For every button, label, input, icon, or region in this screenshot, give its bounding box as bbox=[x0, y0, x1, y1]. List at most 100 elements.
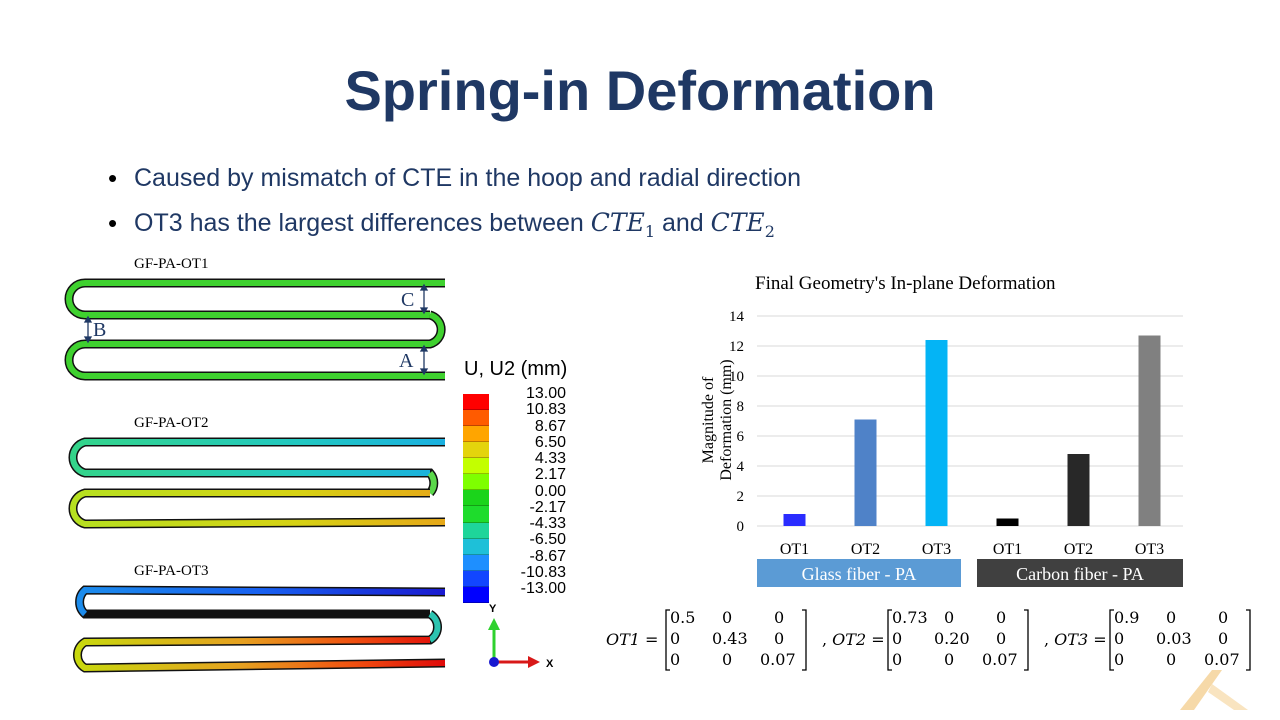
dimension-label-c: C bbox=[401, 289, 415, 311]
bullet-text: Caused by mismatch of CTE in the hoop an… bbox=[134, 164, 802, 192]
specimen-ot2 bbox=[68, 437, 446, 529]
x-category-label: OT1 bbox=[993, 541, 1022, 555]
matrix-cell: 0 bbox=[1166, 650, 1177, 669]
specimen-label-ot3: GF-PA-OT3 bbox=[134, 563, 209, 579]
legend-value: 2.17 bbox=[534, 466, 566, 484]
contour-legend-swatches bbox=[463, 394, 489, 603]
matrix-brackets bbox=[665, 609, 807, 671]
legend-swatch bbox=[463, 410, 489, 427]
y-tick-label: 8 bbox=[737, 399, 745, 415]
matrix-cell: 0 bbox=[722, 608, 733, 627]
group-label-glass-fiber: Glass fiber - PA bbox=[757, 559, 961, 587]
matrix-cell: 0 bbox=[774, 629, 785, 648]
matrix-cell: 0 bbox=[892, 650, 903, 669]
matrix-cell: 0 bbox=[944, 650, 955, 669]
matrix-cell: 0 bbox=[996, 629, 1007, 648]
legend-value: 6.50 bbox=[534, 433, 566, 451]
legend-value: -2.17 bbox=[529, 498, 566, 516]
dimension-arrows bbox=[83, 283, 429, 376]
y-tick-label: 0 bbox=[737, 519, 745, 535]
bar bbox=[783, 514, 806, 526]
matrix-cell: 0 bbox=[670, 650, 681, 669]
bullet-item: OT3 has the largest differences between … bbox=[108, 205, 801, 250]
matrix-equation-label: , OT3 = bbox=[1044, 630, 1107, 649]
legend-swatch bbox=[463, 394, 489, 411]
axis-y-label: Y bbox=[489, 603, 497, 615]
specimen-ot3 bbox=[73, 585, 446, 673]
matrix-cell: 0 bbox=[892, 629, 903, 648]
matrix-cell: 0.07 bbox=[982, 650, 1018, 669]
group-label-carbon-fiber: Carbon fiber - PA bbox=[977, 559, 1183, 587]
legend-swatch bbox=[463, 458, 489, 475]
bullet-text: OT3 has the largest differences between bbox=[134, 209, 591, 237]
cte1-symbol: CTE1 bbox=[590, 208, 656, 241]
x-category-label: OT2 bbox=[851, 541, 880, 555]
y-tick-label: 10 bbox=[730, 369, 744, 385]
legend-swatch bbox=[463, 426, 489, 443]
legend-swatch bbox=[463, 522, 489, 539]
contour-legend-title: U, U2 (mm) bbox=[464, 358, 568, 380]
matrix-cell: 0.07 bbox=[760, 650, 796, 669]
logo-watermark bbox=[1180, 670, 1248, 710]
matrix-cell: 0.07 bbox=[1204, 650, 1240, 669]
specimen-label-ot2: GF-PA-OT2 bbox=[134, 415, 209, 431]
bullet-list: Caused by mismatch of CTE in the hoop an… bbox=[108, 160, 801, 250]
legend-value: -8.67 bbox=[529, 547, 566, 565]
bullet-item: Caused by mismatch of CTE in the hoop an… bbox=[108, 160, 801, 205]
bar bbox=[1067, 454, 1090, 526]
legend-value: 10.83 bbox=[525, 401, 566, 419]
matrix-cell: 0.20 bbox=[934, 629, 970, 648]
legend-value: -4.33 bbox=[529, 515, 566, 532]
matrix-cell: 0 bbox=[722, 650, 733, 669]
bar bbox=[925, 340, 948, 526]
specimen-label-ot1: GF-PA-OT1 bbox=[134, 256, 209, 272]
matrix-cell: 0 bbox=[1166, 608, 1177, 627]
legend-value: 13.00 bbox=[525, 385, 566, 402]
y-tick-label: 4 bbox=[737, 459, 745, 475]
y-tick-label: 12 bbox=[730, 339, 744, 355]
x-category-label: OT1 bbox=[780, 541, 809, 555]
matrix-equation-label: , OT2 = bbox=[822, 630, 885, 649]
legend-swatch bbox=[463, 570, 489, 587]
legend-value: 0.00 bbox=[534, 482, 566, 500]
matrix-cell: 0 bbox=[944, 608, 955, 627]
y-tick-label: 6 bbox=[737, 429, 745, 445]
matrix: 0.5 0 0 0 0.43 0 0 0 0.07 bbox=[664, 608, 816, 672]
legend-swatch bbox=[463, 506, 489, 523]
matrix-cell: 0.5 bbox=[670, 608, 696, 627]
matrix-cell: 0 bbox=[1114, 629, 1125, 648]
matrix-cell: 0.73 bbox=[892, 608, 928, 627]
legend-value: 4.33 bbox=[534, 450, 566, 467]
legend-value: -13.00 bbox=[520, 580, 566, 598]
matrix-cell: 0.03 bbox=[1156, 629, 1192, 648]
matrix-cell: 0 bbox=[1114, 650, 1125, 669]
coordinate-triad bbox=[488, 618, 540, 668]
matrix-brackets bbox=[1109, 609, 1251, 671]
matrix-cell: 0 bbox=[1218, 629, 1229, 648]
cte2-symbol: CTE2 bbox=[710, 208, 775, 241]
y-tick-label: 2 bbox=[737, 489, 745, 505]
matrix-cell: 0.9 bbox=[1114, 608, 1140, 627]
matrix-brackets bbox=[887, 609, 1029, 671]
bullet-text-mid: and bbox=[655, 209, 711, 237]
x-category-label: OT3 bbox=[922, 541, 951, 555]
legend-value: 8.67 bbox=[534, 417, 566, 435]
x-category-label: OT2 bbox=[1064, 541, 1093, 555]
dimension-label-b: B bbox=[93, 319, 107, 341]
bar-chart: 0 2 4 6 8 10 12 14 OT1 OT2 OT3 OT1 OT2 OT3 bbox=[730, 309, 1183, 555]
matrix-cell: 0 bbox=[1218, 608, 1229, 627]
bar bbox=[1138, 335, 1161, 526]
matrix: 0.9 0 0 0 0.03 0 0 0 0.07 bbox=[1108, 608, 1260, 672]
matrix-cell: 0 bbox=[774, 608, 785, 627]
specimen-ot1 bbox=[64, 278, 446, 381]
matrix-equation-label: OT1 = bbox=[606, 630, 659, 649]
dimension-label-a: A bbox=[399, 350, 414, 372]
y-tick-label: 14 bbox=[730, 309, 745, 325]
x-category-label: OT3 bbox=[1135, 541, 1164, 555]
bar bbox=[996, 518, 1019, 526]
legend-value: -6.50 bbox=[529, 531, 566, 549]
legend-value: -10.83 bbox=[520, 563, 566, 581]
legend-swatch bbox=[463, 586, 489, 603]
specimen-deformation-figure bbox=[64, 278, 446, 673]
legend-swatch bbox=[463, 474, 489, 491]
